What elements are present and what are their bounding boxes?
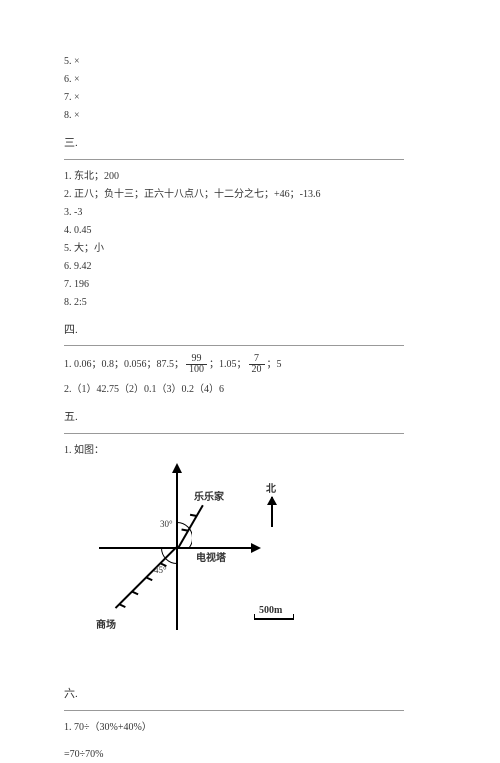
divider: [64, 710, 404, 711]
section-5-head: 五.: [64, 408, 436, 427]
label-lele: 乐乐家: [194, 489, 224, 506]
fraction-7-20: 7 20: [249, 354, 265, 375]
ans-3-6: 6. 9.42: [64, 258, 436, 275]
tick: [131, 591, 138, 596]
arc-45: [161, 547, 178, 564]
scale-tick: [293, 614, 294, 619]
ans-3-7: 7. 196: [64, 276, 436, 293]
label-scale: 500m: [259, 602, 282, 619]
label-tvtower: 电视塔: [196, 550, 226, 567]
ans-2-7: 7. ×: [64, 89, 436, 106]
text: 1. 0.06；0.8；0.056；87.5；: [64, 356, 184, 373]
label-45: 45°: [154, 563, 167, 578]
direction-diagram: 乐乐家 30° 45° 电视塔 商场 北 500m: [64, 465, 324, 675]
ans-3-4: 4. 0.45: [64, 222, 436, 239]
ans-3-1: 1. 东北；200: [64, 168, 436, 185]
ans-2-6: 6. ×: [64, 71, 436, 88]
divider: [64, 345, 404, 346]
ans-4-2: 2.（1）42.75（2）0.1（3）0.2（4）6: [64, 381, 436, 398]
section-4-head: 四.: [64, 321, 436, 340]
scale-tick: [254, 614, 255, 619]
divider: [64, 433, 404, 434]
section-6-head: 六.: [64, 685, 436, 704]
ans-2-8: 8. ×: [64, 107, 436, 124]
ans-6-1: 1. 70÷（30%+40%）: [64, 719, 436, 736]
ans-2-5: 5. ×: [64, 53, 436, 70]
scale-bar: [254, 618, 294, 620]
ans-6-1b: =70÷70%: [64, 746, 436, 763]
tick: [145, 576, 152, 581]
ans-4-1: 1. 0.06；0.8；0.056；87.5； 99 100 ；1.05； 7 …: [64, 354, 436, 375]
ans-3-5: 5. 大；小: [64, 240, 436, 257]
label-mall: 商场: [96, 617, 116, 634]
ans-3-2: 2. 正八；负十三；正六十八点八；十二分之七；+46；-13.6: [64, 186, 436, 203]
tick: [190, 514, 197, 517]
tick: [119, 603, 126, 608]
denominator: 100: [186, 365, 207, 375]
arc-30: [176, 522, 192, 548]
fraction-99-100: 99 100: [186, 354, 207, 375]
denominator: 20: [249, 365, 265, 375]
ans-5-1: 1. 如图：: [64, 442, 436, 459]
text: ；5: [267, 356, 282, 373]
section-3-head: 三.: [64, 134, 436, 153]
divider: [64, 159, 404, 160]
ans-3-8: 8. 2:5: [64, 294, 436, 311]
ans-3-3: 3. -3: [64, 204, 436, 221]
text: ；1.05；: [209, 356, 247, 373]
arc-30-clip: [176, 522, 192, 548]
label-30: 30°: [160, 517, 173, 532]
north-arrow: [271, 497, 273, 527]
